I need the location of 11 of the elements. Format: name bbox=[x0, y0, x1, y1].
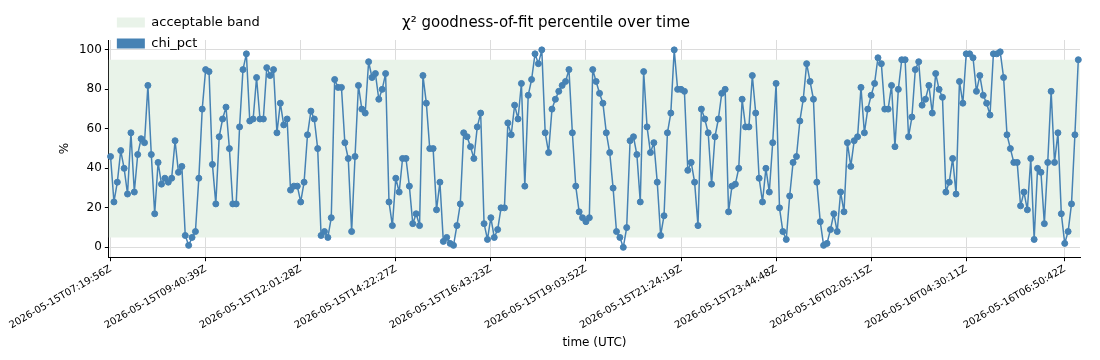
y-tick-label: 80 bbox=[86, 81, 102, 96]
y-axis-title: % bbox=[56, 142, 71, 155]
legend-label: chi_pct bbox=[151, 34, 198, 50]
y-tick-label: 100 bbox=[78, 42, 102, 56]
y-tick-label: 20 bbox=[86, 199, 102, 214]
y-tick-label: 0 bbox=[94, 239, 102, 254]
y-tick-label: 40 bbox=[86, 160, 102, 175]
chart-title: χ² goodness-of-fit percentile over time bbox=[402, 12, 690, 31]
legend-label: acceptable band bbox=[151, 13, 260, 29]
y-tick-label: 60 bbox=[86, 120, 102, 135]
x-axis-title: time (UTC) bbox=[562, 334, 627, 349]
